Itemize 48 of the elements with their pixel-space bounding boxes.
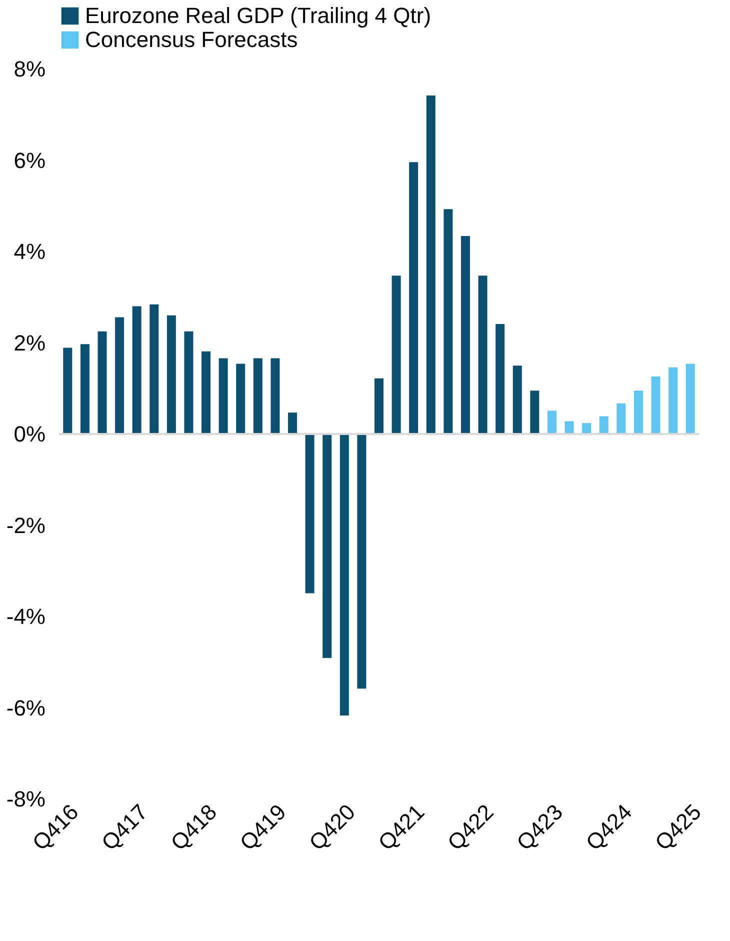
bar [115, 317, 124, 434]
bar [150, 304, 159, 434]
bar [270, 358, 280, 434]
bar [616, 403, 626, 434]
bar [409, 162, 418, 434]
bar [184, 331, 194, 434]
bar [599, 416, 608, 434]
y-tick-label: -2% [6, 512, 46, 538]
bar [547, 410, 556, 434]
bar [392, 276, 401, 434]
bar [202, 351, 211, 434]
bar [166, 315, 176, 434]
y-tick-label: -8% [6, 786, 46, 812]
legend-label: Eurozone Real GDP (Trailing 4 Qtr) [85, 3, 432, 28]
bar [218, 358, 228, 434]
bar [530, 390, 540, 434]
bar [496, 324, 505, 434]
bar [651, 376, 660, 434]
bar [288, 412, 298, 434]
bar [322, 434, 332, 658]
bar [80, 344, 90, 434]
bar [668, 367, 678, 434]
y-tick-label: -4% [6, 604, 46, 629]
bar [98, 331, 107, 434]
bar [478, 276, 488, 434]
y-tick-label: -6% [6, 695, 46, 720]
bar [357, 434, 366, 689]
legend-label: Concensus Forecasts [85, 27, 298, 52]
bar [374, 378, 384, 434]
bar [634, 390, 643, 434]
bar [63, 348, 72, 434]
y-tick-label: 4% [14, 239, 46, 264]
y-tick-label: 8% [14, 56, 46, 82]
bar [512, 366, 522, 434]
y-tick-label: 0% [14, 422, 46, 446]
bar [582, 423, 592, 434]
bar [305, 434, 314, 594]
y-tick-label: 2% [14, 330, 46, 356]
bar [340, 434, 349, 716]
bar [686, 364, 695, 434]
bar [564, 421, 574, 434]
y-tick-label: 6% [14, 148, 46, 173]
bar [253, 358, 262, 434]
bar [236, 364, 246, 434]
bar [132, 306, 142, 434]
bar [460, 236, 470, 434]
bar [426, 95, 436, 434]
bar [444, 209, 453, 434]
